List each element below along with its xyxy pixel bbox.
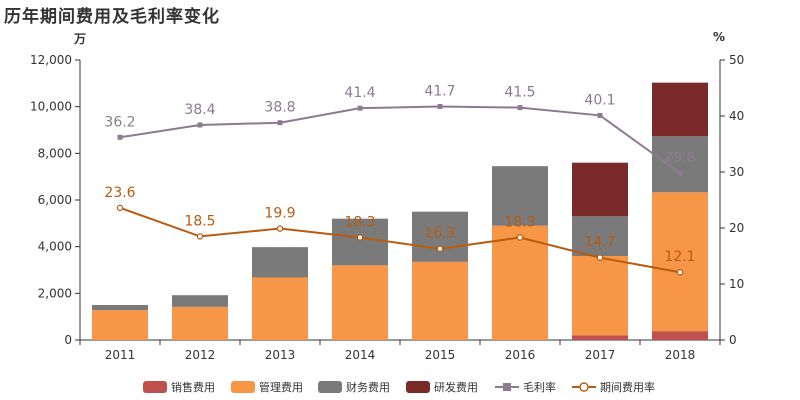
- legend-label: 管理费用: [259, 380, 303, 394]
- bar-segment: [652, 136, 708, 193]
- y-left-tick-label: 6,000: [38, 193, 72, 207]
- bar-segment: [412, 211, 468, 262]
- data-label: 38.8: [264, 100, 295, 116]
- legend-marker: [503, 383, 511, 391]
- line-marker: [357, 105, 363, 111]
- data-label: 29.8: [664, 150, 695, 166]
- bar-segment: [412, 261, 468, 340]
- bar-segment: [572, 216, 628, 256]
- bar-segment: [572, 162, 628, 217]
- legend-label: 销售费用: [171, 380, 215, 394]
- data-label: 41.7: [424, 83, 455, 99]
- line-marker: [677, 170, 683, 176]
- right-axis-unit: %: [713, 30, 726, 44]
- line-marker: [276, 225, 284, 232]
- y-left-tick-label: 2,000: [38, 286, 72, 300]
- legend-swatch: [318, 381, 342, 393]
- y-left-tick-label: 8,000: [38, 146, 72, 160]
- data-label: 14.7: [584, 235, 615, 251]
- line-marker: [116, 204, 124, 212]
- line-marker: [356, 234, 364, 241]
- line-marker: [436, 245, 444, 252]
- bar-segment: [332, 218, 388, 266]
- bar-segment: [252, 247, 308, 278]
- bar-segment: [92, 305, 148, 311]
- line-marker: [277, 120, 283, 126]
- chart-title: 历年期间费用及毛利率变化: [4, 7, 220, 27]
- x-tick-label: 2017: [585, 348, 616, 362]
- x-tick-label: 2012: [185, 348, 216, 362]
- x-tick-label: 2015: [425, 348, 456, 362]
- line-marker: [516, 234, 524, 241]
- line-marker: [676, 269, 684, 276]
- y-left-tick-label: 4,000: [38, 240, 72, 254]
- line-marker: [117, 134, 123, 140]
- line-marker: [517, 105, 523, 111]
- bar-segment: [572, 256, 628, 336]
- line-marker: [196, 233, 204, 240]
- y-left-tick-label: 10,000: [30, 100, 72, 114]
- bar-segment: [652, 192, 708, 332]
- data-label: 12.1: [664, 249, 695, 265]
- bar-segment: [652, 331, 708, 340]
- line-series: [119, 105, 681, 174]
- y-right-tick-label: 50: [729, 53, 744, 67]
- y-right-tick-label: 40: [729, 109, 744, 123]
- bar-segment: [492, 225, 548, 340]
- legend-label: 财务费用: [346, 380, 390, 394]
- y-left-tick-label: 0: [64, 333, 72, 347]
- y-right-tick-label: 20: [729, 221, 744, 235]
- line-series: [119, 206, 681, 274]
- y-right-tick-label: 0: [729, 333, 737, 347]
- legend-marker: [579, 382, 589, 392]
- line-marker: [437, 103, 443, 109]
- data-label: 41.4: [344, 85, 375, 101]
- y-left-tick-label: 12,000: [30, 53, 72, 67]
- bar-segment: [492, 166, 548, 226]
- data-label: 36.2: [104, 114, 135, 130]
- legend-label: 毛利率: [523, 380, 556, 394]
- data-label: 18.3: [344, 215, 375, 231]
- data-label: 16.3: [424, 226, 455, 242]
- line-marker: [197, 122, 203, 128]
- x-tick-label: 2016: [505, 348, 536, 362]
- data-label: 41.5: [504, 85, 535, 101]
- data-label: 38.4: [184, 102, 215, 118]
- data-label: 40.1: [584, 92, 615, 108]
- x-tick-label: 2011: [105, 348, 136, 362]
- x-tick-label: 2018: [665, 348, 696, 362]
- legend-label: 期间费用率: [600, 380, 655, 394]
- left-axis-unit: 万: [74, 32, 87, 46]
- bar-segment: [172, 295, 228, 307]
- legend-label: 研发费用: [434, 380, 478, 394]
- legend-swatch: [406, 381, 430, 393]
- bar-segment: [92, 310, 148, 340]
- bar-segment: [652, 82, 708, 137]
- bar-segment: [172, 306, 228, 340]
- bar-segment: [332, 265, 388, 340]
- x-tick-label: 2014: [345, 348, 376, 362]
- line-marker: [597, 112, 603, 118]
- legend-swatch: [231, 381, 255, 393]
- data-label: 18.5: [184, 213, 215, 229]
- y-right-tick-label: 30: [729, 165, 744, 179]
- bar-segment: [572, 335, 628, 340]
- bar-segment: [252, 277, 308, 340]
- x-tick-label: 2013: [265, 348, 296, 362]
- data-label: 23.6: [104, 185, 135, 201]
- y-right-tick-label: 10: [729, 277, 744, 291]
- line-marker: [596, 254, 604, 261]
- legend-swatch: [143, 381, 167, 393]
- data-label: 18.3: [504, 215, 535, 231]
- data-label: 19.9: [264, 206, 295, 222]
